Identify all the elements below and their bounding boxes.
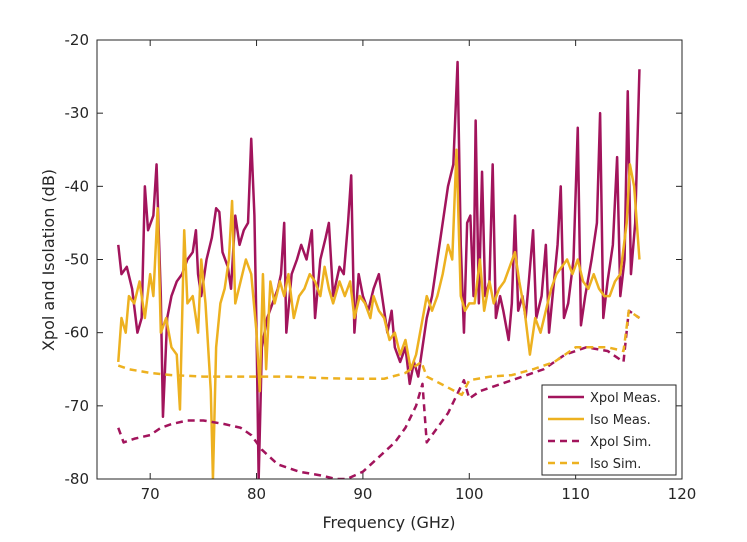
y-axis-label: Xpol and Isolation (dB) [39,169,58,351]
y-tick-label: -20 [65,31,90,49]
x-axis-label: Frequency (GHz) [322,513,455,532]
x-tick-label: 110 [561,485,590,503]
y-tick-label: -50 [65,251,90,269]
x-tick-label: 90 [353,485,372,503]
series-line [117,309,641,397]
legend-label: Iso Meas. [590,413,651,428]
x-tick-label: 120 [668,485,697,503]
y-tick-label: -40 [65,177,90,195]
y-tick-label: -70 [65,397,90,415]
y-tick-label: -60 [65,324,90,342]
series-line [117,148,641,479]
y-tick-label: -80 [65,470,90,488]
axes-box [96,39,683,480]
legend-label: Iso Sim. [590,457,641,472]
legend-box [541,384,677,476]
legend-label: Xpol Sim. [590,435,652,450]
x-tick-label: 70 [141,485,160,503]
y-tick-label: -30 [65,104,90,122]
legend-label: Xpol Meas. [590,391,661,406]
x-tick-label: 100 [455,485,484,503]
series-line [117,309,641,479]
x-tick-label: 80 [247,485,266,503]
